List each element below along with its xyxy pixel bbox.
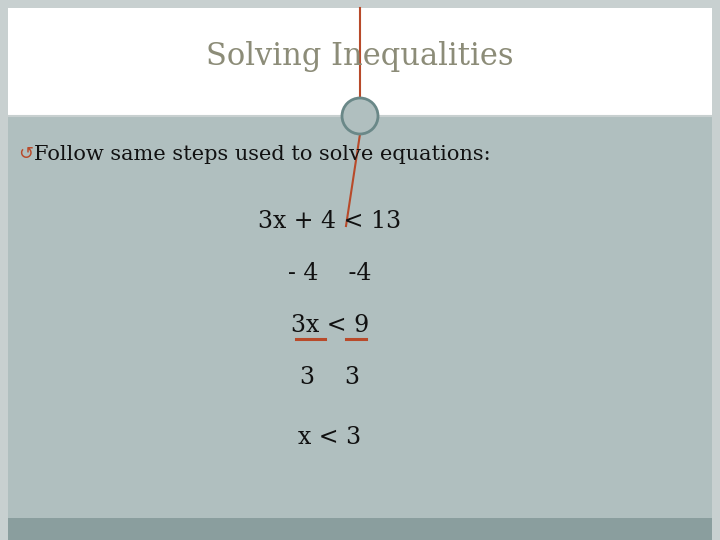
- Text: 3    3: 3 3: [300, 366, 360, 388]
- Text: x < 3: x < 3: [298, 426, 361, 449]
- Bar: [8, 518, 712, 540]
- Text: Follow same steps used to solve equations:: Follow same steps used to solve equation…: [34, 145, 490, 164]
- Circle shape: [342, 98, 378, 134]
- Bar: [8, 8, 712, 116]
- Text: Solving Inequalities: Solving Inequalities: [206, 42, 514, 72]
- Text: 3x + 4 < 13: 3x + 4 < 13: [258, 210, 402, 233]
- Text: - 4    -4: - 4 -4: [288, 261, 372, 285]
- Text: ↺: ↺: [18, 145, 33, 163]
- Text: 3x < 9: 3x < 9: [291, 314, 369, 336]
- Bar: [8, 116, 712, 518]
